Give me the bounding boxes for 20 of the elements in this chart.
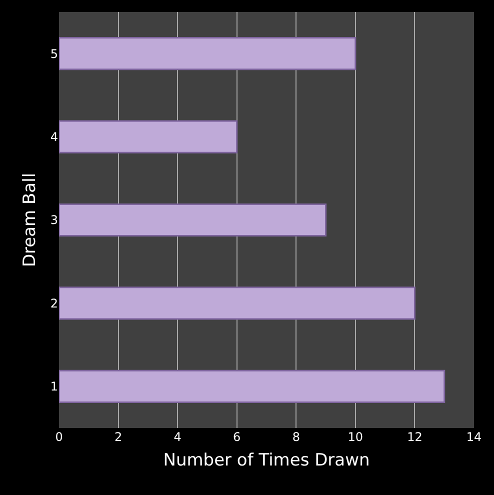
- bar: [59, 37, 356, 70]
- bar: [59, 120, 238, 154]
- y-axis-title: Dream Ball: [20, 172, 40, 268]
- bar: [59, 286, 416, 320]
- x-axis-title: Number of Times Drawn: [163, 450, 370, 470]
- y-tick-label: 1: [50, 380, 58, 394]
- x-tick-label: 12: [407, 430, 422, 444]
- y-tick-label: 4: [50, 130, 58, 144]
- x-tick-label: 4: [174, 430, 182, 444]
- bar: [59, 203, 327, 237]
- x-tick-label: 6: [233, 430, 241, 444]
- bar: [59, 370, 446, 403]
- y-tick-label: 2: [50, 296, 58, 310]
- y-tick-label: 3: [50, 213, 58, 228]
- x-tick-label: 8: [292, 430, 300, 444]
- x-tick-label: 14: [466, 430, 482, 444]
- y-tick-label: 5: [50, 46, 58, 61]
- x-tick-label: 10: [348, 430, 364, 444]
- x-tick-label: 0: [55, 430, 63, 444]
- x-tick-label: 2: [114, 430, 122, 444]
